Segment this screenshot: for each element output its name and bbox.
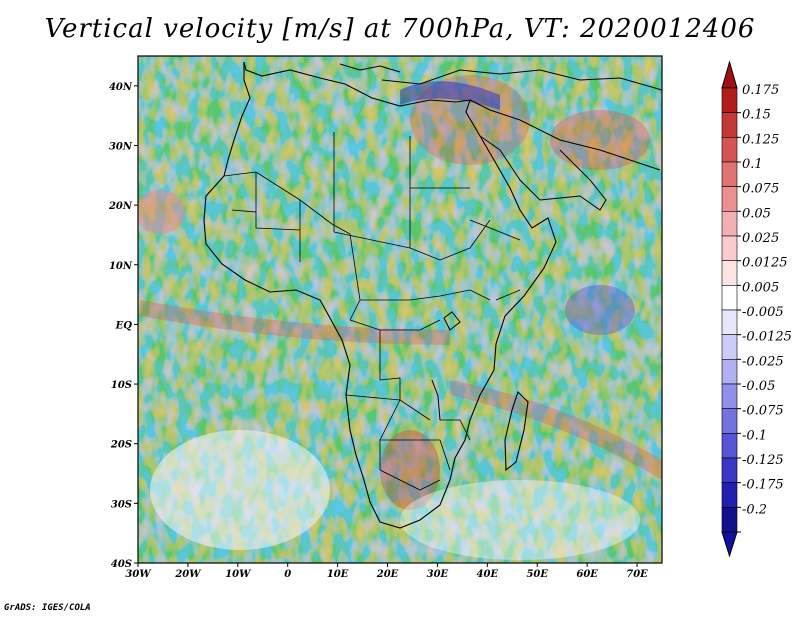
colorbar-label: 0.1 — [742, 157, 763, 172]
colorbar-label: 0.125 — [742, 132, 779, 147]
colorbar-bottom-arrow — [721, 531, 738, 558]
colorbar-swatch — [721, 186, 738, 212]
lat-tick-label: 20S — [110, 440, 132, 451]
colorbar-label: 0.0125 — [742, 256, 788, 271]
lon-tick-label: 30W — [125, 569, 152, 580]
lon-tick-label: 60E — [576, 569, 598, 580]
colorbar-swatch — [721, 211, 738, 237]
colorbar-swatch — [721, 359, 738, 385]
colorbar-label: 0.05 — [742, 206, 771, 221]
colorbar-swatch — [721, 285, 738, 311]
lat-tick-label: 40N — [109, 82, 133, 93]
coastline — [203, 61, 557, 529]
colorbar-swatch — [721, 457, 738, 483]
colorbar-label: -0.0125 — [742, 330, 792, 345]
colorbar-label: 0.005 — [742, 280, 779, 295]
colorbar-swatch — [721, 137, 738, 163]
lon-tick-label: 20E — [376, 569, 399, 580]
colorbar-swatch — [721, 309, 738, 335]
colorbar-label: -0.125 — [742, 453, 784, 468]
lat-tick-label: 30N — [109, 141, 133, 152]
lon-tick-label: 40E — [477, 569, 499, 580]
lon-tick-label: 20W — [174, 569, 202, 580]
colorbar-top-arrow — [721, 60, 738, 89]
lat-tick-label: 30S — [111, 499, 132, 510]
lat-tick-label: 10N — [109, 261, 133, 272]
colorbar-swatch — [721, 112, 738, 138]
colorbar-label: -0.005 — [742, 305, 784, 320]
colorbar-label: -0.2 — [742, 502, 767, 517]
colorbar-swatch — [721, 235, 738, 261]
colorbar-label: -0.075 — [742, 404, 784, 419]
colorbar-swatch — [721, 383, 738, 409]
colorbar-swatch — [721, 482, 738, 508]
lon-tick-label: 10W — [225, 569, 252, 580]
colorbar-label: 0.075 — [742, 182, 779, 197]
colorbar-label: -0.1 — [742, 428, 767, 443]
colorbar-swatch — [721, 260, 738, 286]
colorbar-swatch — [721, 161, 738, 187]
colorbar-swatch — [721, 408, 738, 434]
latitude-axis: 40N 30N 20N 10N EQ 10S 20S 30S 40S — [108, 82, 138, 570]
colorbar-label: 0.175 — [742, 83, 779, 98]
colorbar-swatch — [721, 507, 738, 533]
map-frame — [137, 55, 663, 564]
lon-tick-label: 30E — [427, 569, 449, 580]
country-borders — [223, 132, 521, 491]
colorbar-swatch — [721, 87, 738, 113]
lon-tick-label: 50E — [526, 569, 548, 580]
colorbar-label: -0.025 — [742, 354, 784, 369]
colorbar-label: 0.15 — [742, 108, 771, 123]
lat-tick-label: 40S — [111, 559, 132, 570]
grads-credit: GrADS: IGES/COLA — [4, 603, 91, 613]
map-title: Vertical velocity [m/s] at 700hPa, VT: 2… — [44, 14, 756, 44]
colorbar-swatch — [721, 334, 738, 360]
longitude-axis: 30W 20W 10W 0 10E 20E 30E 40E 50E 60E 70E — [125, 563, 648, 580]
lat-tick-label: 10S — [111, 380, 132, 391]
lat-tick-label: 20N — [108, 201, 133, 212]
lat-tick-label: EQ — [115, 320, 133, 331]
lon-tick-label: 10E — [327, 569, 349, 580]
lon-tick-label: 0 — [284, 569, 291, 580]
colorbar-label: 0.025 — [742, 231, 779, 246]
vertical-velocity-field — [138, 56, 662, 563]
lon-tick-label: 70E — [626, 569, 648, 580]
colorbar-label: -0.175 — [742, 478, 784, 493]
colorbar-swatch — [721, 433, 738, 459]
colorbar: 0.175 0.15 0.125 0.1 0.075 0.05 0.025 0.0125 0.0… — [721, 60, 792, 558]
colorbar-label: -0.05 — [742, 379, 775, 394]
